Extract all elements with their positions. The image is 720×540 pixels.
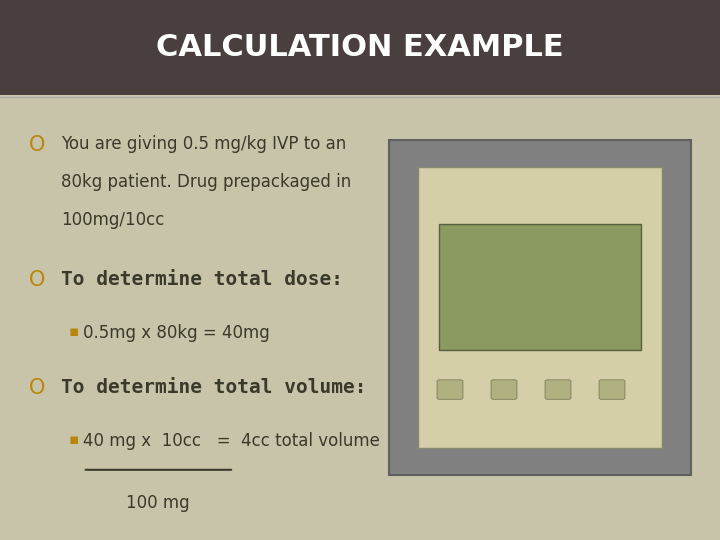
Text: To determine total volume:: To determine total volume: — [61, 378, 366, 397]
FancyBboxPatch shape — [437, 380, 463, 399]
FancyBboxPatch shape — [491, 380, 517, 399]
FancyBboxPatch shape — [439, 224, 641, 350]
FancyBboxPatch shape — [418, 167, 662, 448]
FancyBboxPatch shape — [389, 140, 691, 475]
Text: ▪: ▪ — [68, 324, 78, 339]
Text: To determine total dose:: To determine total dose: — [61, 270, 343, 289]
FancyBboxPatch shape — [0, 0, 720, 94]
FancyBboxPatch shape — [545, 380, 571, 399]
Text: O: O — [29, 378, 45, 398]
Text: 100 mg: 100 mg — [126, 494, 189, 512]
Text: CALCULATION EXAMPLE: CALCULATION EXAMPLE — [156, 33, 564, 62]
Text: 80kg patient. Drug prepackaged in: 80kg patient. Drug prepackaged in — [61, 173, 351, 191]
Text: ▪: ▪ — [68, 432, 78, 447]
Text: 100mg/10cc: 100mg/10cc — [61, 211, 165, 228]
Text: O: O — [29, 135, 45, 155]
Text: 0.5mg x 80kg = 40mg: 0.5mg x 80kg = 40mg — [83, 324, 269, 342]
Text: You are giving 0.5 mg/kg IVP to an: You are giving 0.5 mg/kg IVP to an — [61, 135, 346, 153]
Text: O: O — [29, 270, 45, 290]
Text: 40 mg x  10cc   =  4cc total volume: 40 mg x 10cc = 4cc total volume — [83, 432, 379, 450]
FancyBboxPatch shape — [599, 380, 625, 399]
